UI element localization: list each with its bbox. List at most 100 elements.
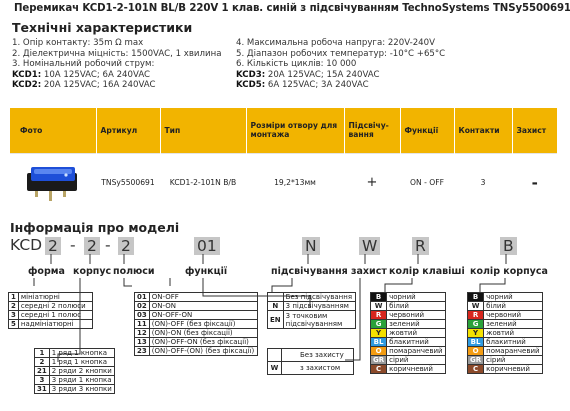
list-item: 23 (ON)-OFF-(ON) (без фіксації) — [134, 346, 258, 356]
color-name: зелений — [386, 319, 446, 329]
th-contacts: Контакти — [454, 108, 513, 153]
specs-right: 4. Максимальна робоча напруга: 220V-240V… — [236, 38, 445, 91]
product-photo — [10, 152, 96, 213]
color-code: Y — [466, 328, 485, 338]
code-dash: - — [70, 236, 76, 254]
label-bodycol: колір корпуса — [470, 266, 548, 277]
color-code: B — [369, 292, 388, 302]
color-name: сірий — [386, 355, 446, 365]
form-options: 1 мініатюрні 2 середні 2 полюси 3 середні 1… — [8, 292, 93, 329]
color-name: червоний — [483, 310, 543, 320]
label-func: функції — [185, 266, 228, 277]
color-code: BL — [466, 337, 485, 347]
color-name: червоний — [386, 310, 446, 320]
list-item: 13 (ON)-OFF-ON (без фіксації) — [134, 337, 258, 347]
th-size: Розміри отвору для монтажа — [246, 108, 345, 153]
color-code: R — [369, 310, 388, 320]
color-code: B — [466, 292, 485, 302]
spec-line: 4. Максимальна робоча напруга: 220V-240V — [236, 38, 435, 48]
color-name: білий — [386, 301, 446, 311]
specs-left: 1. Опір контакту: 35m Ω max 2. Діелектри… — [12, 38, 221, 91]
color-name: блакитний — [483, 337, 543, 347]
color-name: жовтий — [386, 328, 446, 338]
cell-size: 19,2*13мм — [246, 152, 344, 213]
page-title: Перемикач KCD1-2-101N BL/B 220V 1 клав. … — [14, 3, 570, 14]
color-code: O — [466, 346, 485, 356]
color-code: GR — [369, 355, 388, 365]
list-item: 31 3 ряди 3 кнопки — [34, 384, 115, 394]
color-name: сірий — [483, 355, 543, 365]
list-item: Без захисту — [267, 348, 354, 362]
color-code: O — [369, 346, 388, 356]
cell-article: TNSy5500691 — [96, 152, 160, 213]
list-item: 02 ON-ON — [134, 301, 258, 311]
code-prefix: KCD — [10, 236, 43, 254]
code-protect: W — [359, 236, 381, 255]
th-func: Функції — [400, 108, 455, 153]
cell-func: ON - OFF — [400, 152, 454, 213]
list-item: Без підсвічування — [267, 292, 356, 302]
cell-contacts: 3 — [454, 152, 512, 213]
color-option: GR сірий — [369, 355, 446, 365]
color-name: коричневий — [483, 364, 543, 374]
cell-light: + — [344, 152, 400, 213]
list-item: 3 середні 1 полюс — [8, 310, 93, 320]
cell-type: KCD1-2-101N B/B — [160, 152, 246, 213]
table-row: TNSy5500691 KCD1-2-101N B/B 19,2*13мм + … — [10, 152, 558, 213]
color-code: C — [466, 364, 485, 374]
list-item: 01 ON-OFF — [134, 292, 258, 302]
color-code: Y — [369, 328, 388, 338]
spec-kcd2: KCD2: 20A 125VAC; 16A 240VAC — [12, 80, 156, 91]
th-type: Тип — [160, 108, 247, 153]
code-form: 2 — [45, 236, 61, 255]
code-keycol: R — [412, 236, 429, 255]
color-name: чорний — [386, 292, 446, 302]
code-body: 2 — [84, 236, 100, 255]
color-option: BL блакитний — [369, 337, 446, 347]
color-name: помаранчевий — [386, 346, 446, 356]
spec-line: 5. Діапазон робочих температур: -10°C +6… — [236, 48, 446, 59]
list-item: 12 (ON)-ON (без фіксації) — [134, 328, 258, 338]
list-item: 1 мініатюрні — [8, 292, 93, 302]
tech-title: Технічні характеристики — [12, 20, 193, 35]
spec-kcd5: KCD5: 6A 125VAC; 3A 240VAC — [236, 80, 369, 91]
product-table: Фото Артикул Тип Розміри отвору для монт… — [10, 108, 558, 213]
color-code: G — [466, 319, 485, 329]
spec-line: 2. Діелектрична міцність: 1500VAC, 1 хви… — [12, 48, 222, 59]
list-item: 21 2 ряди 2 кнопки — [34, 366, 115, 376]
color-code: W — [466, 301, 485, 311]
label-protect: захист — [351, 266, 387, 277]
color-code: R — [466, 310, 485, 320]
code-light: N — [302, 236, 320, 255]
label-body: корпус — [73, 266, 112, 277]
list-item: 2 середні 2 полюси — [8, 301, 93, 311]
code-func: 01 — [194, 236, 220, 255]
color-code: GR — [466, 355, 485, 365]
label-form: форма — [28, 266, 65, 277]
th-protect: Захист — [512, 108, 558, 153]
list-item: 03 ON-OFF-ON — [134, 310, 258, 320]
list-item: 5 надмініатюрні — [8, 319, 93, 329]
color-name: помаранчевий — [483, 346, 543, 356]
label-light: підсвічування — [271, 266, 348, 277]
color-code: C — [369, 364, 388, 374]
table-header: Фото Артикул Тип Розміри отвору для монт… — [10, 108, 558, 153]
